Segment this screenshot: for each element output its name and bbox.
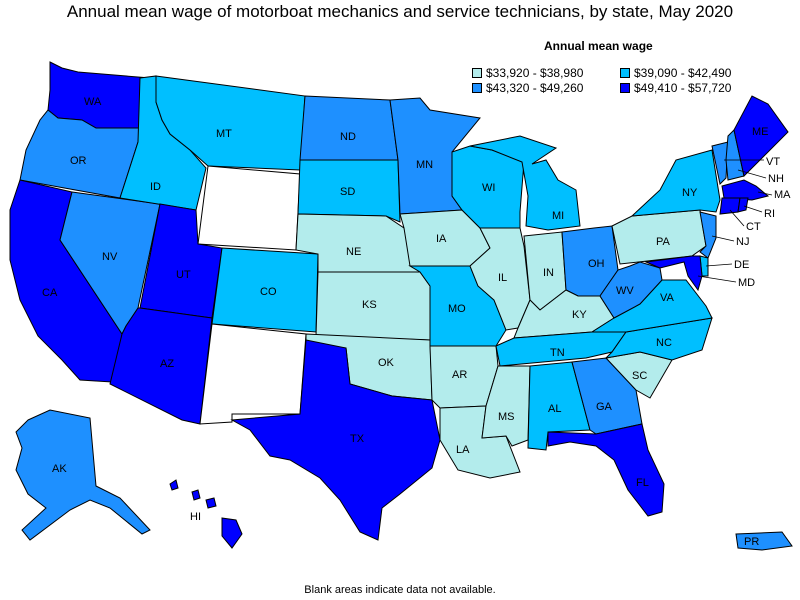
state-label-HI: HI	[190, 511, 201, 523]
footnote: Blank areas indicate data not available.	[304, 584, 496, 596]
state-label-MI: MI	[552, 210, 564, 222]
state-label-WI: WI	[482, 182, 495, 194]
state-label-VA: VA	[660, 292, 675, 304]
state-MI[interactable]	[469, 135, 581, 231]
map-title: Annual mean wage of motorboat mechanics …	[66, 2, 734, 21]
state-AK[interactable]	[15, 409, 151, 541]
state-label-ID: ID	[150, 181, 161, 193]
state-IL[interactable]	[469, 227, 531, 331]
state-label-PA: PA	[656, 236, 671, 248]
state-label-AZ: AZ	[160, 358, 174, 370]
state-TX[interactable]	[230, 339, 441, 541]
state-FL[interactable]	[547, 423, 665, 517]
state-label-CT: CT	[746, 221, 761, 233]
state-label-MS: MS	[498, 411, 515, 423]
legend-swatch	[620, 68, 630, 78]
state-MD[interactable]	[644, 255, 703, 292]
legend-item-tier-3: $43,320 - $49,260	[472, 81, 583, 95]
legend-swatch	[620, 83, 630, 93]
legend-title: Annual mean wage	[544, 39, 653, 53]
state-label-MN: MN	[416, 159, 433, 171]
state-label-LA: LA	[456, 444, 470, 456]
state-label-ND: ND	[340, 131, 356, 143]
state-label-NH: NH	[768, 173, 784, 185]
state-label-FL: FL	[636, 477, 649, 489]
state-HI[interactable]	[169, 479, 243, 549]
state-label-NC: NC	[656, 337, 672, 349]
state-label-MO: MO	[448, 303, 466, 315]
state-WY[interactable]	[197, 165, 301, 251]
state-RI[interactable]	[737, 197, 749, 213]
leader-line-NH	[737, 169, 767, 179]
legend-swatch	[472, 68, 482, 78]
state-ME[interactable]	[733, 95, 789, 178]
state-label-UT: UT	[176, 269, 191, 281]
state-label-NE: NE	[346, 246, 361, 258]
state-label-AR: AR	[452, 369, 467, 381]
legend-item-tier-4: $49,410 - $57,720	[620, 81, 731, 95]
state-label-SC: SC	[632, 370, 647, 382]
leader-line-RI	[743, 205, 763, 213]
legend-label: $39,090 - $42,490	[634, 66, 732, 80]
state-label-WA: WA	[84, 96, 102, 108]
state-NM[interactable]	[199, 323, 307, 425]
state-NC[interactable]	[604, 317, 713, 361]
state-label-SD: SD	[340, 186, 355, 198]
state-label-NY: NY	[682, 187, 698, 199]
state-SD[interactable]	[297, 159, 401, 223]
state-label-RI: RI	[764, 208, 775, 220]
leader-line-CT	[729, 209, 745, 227]
leader-line-MA	[757, 191, 773, 196]
leader-line-NJ	[711, 235, 735, 242]
state-label-WV: WV	[616, 285, 634, 297]
state-label-NV: NV	[102, 251, 118, 263]
legend-item-tier-2: $39,090 - $42,490	[620, 66, 731, 80]
state-label-OH: OH	[588, 258, 605, 270]
state-label-TN: TN	[550, 347, 565, 359]
state-label-VT: VT	[766, 156, 780, 168]
legend-item-tier-1: $33,920 - $38,980	[472, 66, 583, 80]
legend-label: $43,320 - $49,260	[486, 81, 584, 95]
state-label-MA: MA	[774, 189, 791, 201]
state-label-AK: AK	[52, 463, 67, 475]
state-label-AL: AL	[548, 403, 561, 415]
state-NH[interactable]	[725, 128, 745, 181]
state-MS[interactable]	[481, 365, 531, 447]
state-label-TX: TX	[350, 433, 365, 445]
state-label-IA: IA	[436, 233, 447, 245]
state-label-PR: PR	[744, 536, 759, 548]
state-label-KS: KS	[362, 299, 377, 311]
state-label-DE: DE	[734, 259, 749, 271]
leader-line-DE	[705, 263, 733, 267]
state-label-IN: IN	[543, 267, 554, 279]
state-label-CA: CA	[42, 287, 58, 299]
state-label-MT: MT	[216, 128, 232, 140]
legend-label: $49,410 - $57,720	[634, 81, 732, 95]
state-label-MD: MD	[738, 277, 755, 289]
legend-swatch	[472, 83, 482, 93]
state-CT[interactable]	[719, 197, 741, 215]
state-label-OK: OK	[378, 357, 395, 369]
state-VT[interactable]	[711, 141, 729, 186]
leader-lines	[697, 159, 773, 283]
state-MA[interactable]	[721, 179, 770, 201]
state-label-ME: ME	[752, 126, 769, 138]
state-ND[interactable]	[299, 95, 399, 161]
state-label-NJ: NJ	[736, 236, 749, 248]
state-PR[interactable]	[735, 531, 793, 551]
state-label-GA: GA	[596, 401, 613, 413]
state-label-CO: CO	[260, 286, 277, 298]
state-label-OR: OR	[70, 155, 87, 167]
legend-label: $33,920 - $38,980	[486, 66, 584, 80]
leader-line-MD	[697, 275, 737, 283]
state-NY[interactable]	[630, 149, 721, 217]
state-label-KY: KY	[572, 309, 587, 321]
state-label-IL: IL	[498, 272, 507, 284]
